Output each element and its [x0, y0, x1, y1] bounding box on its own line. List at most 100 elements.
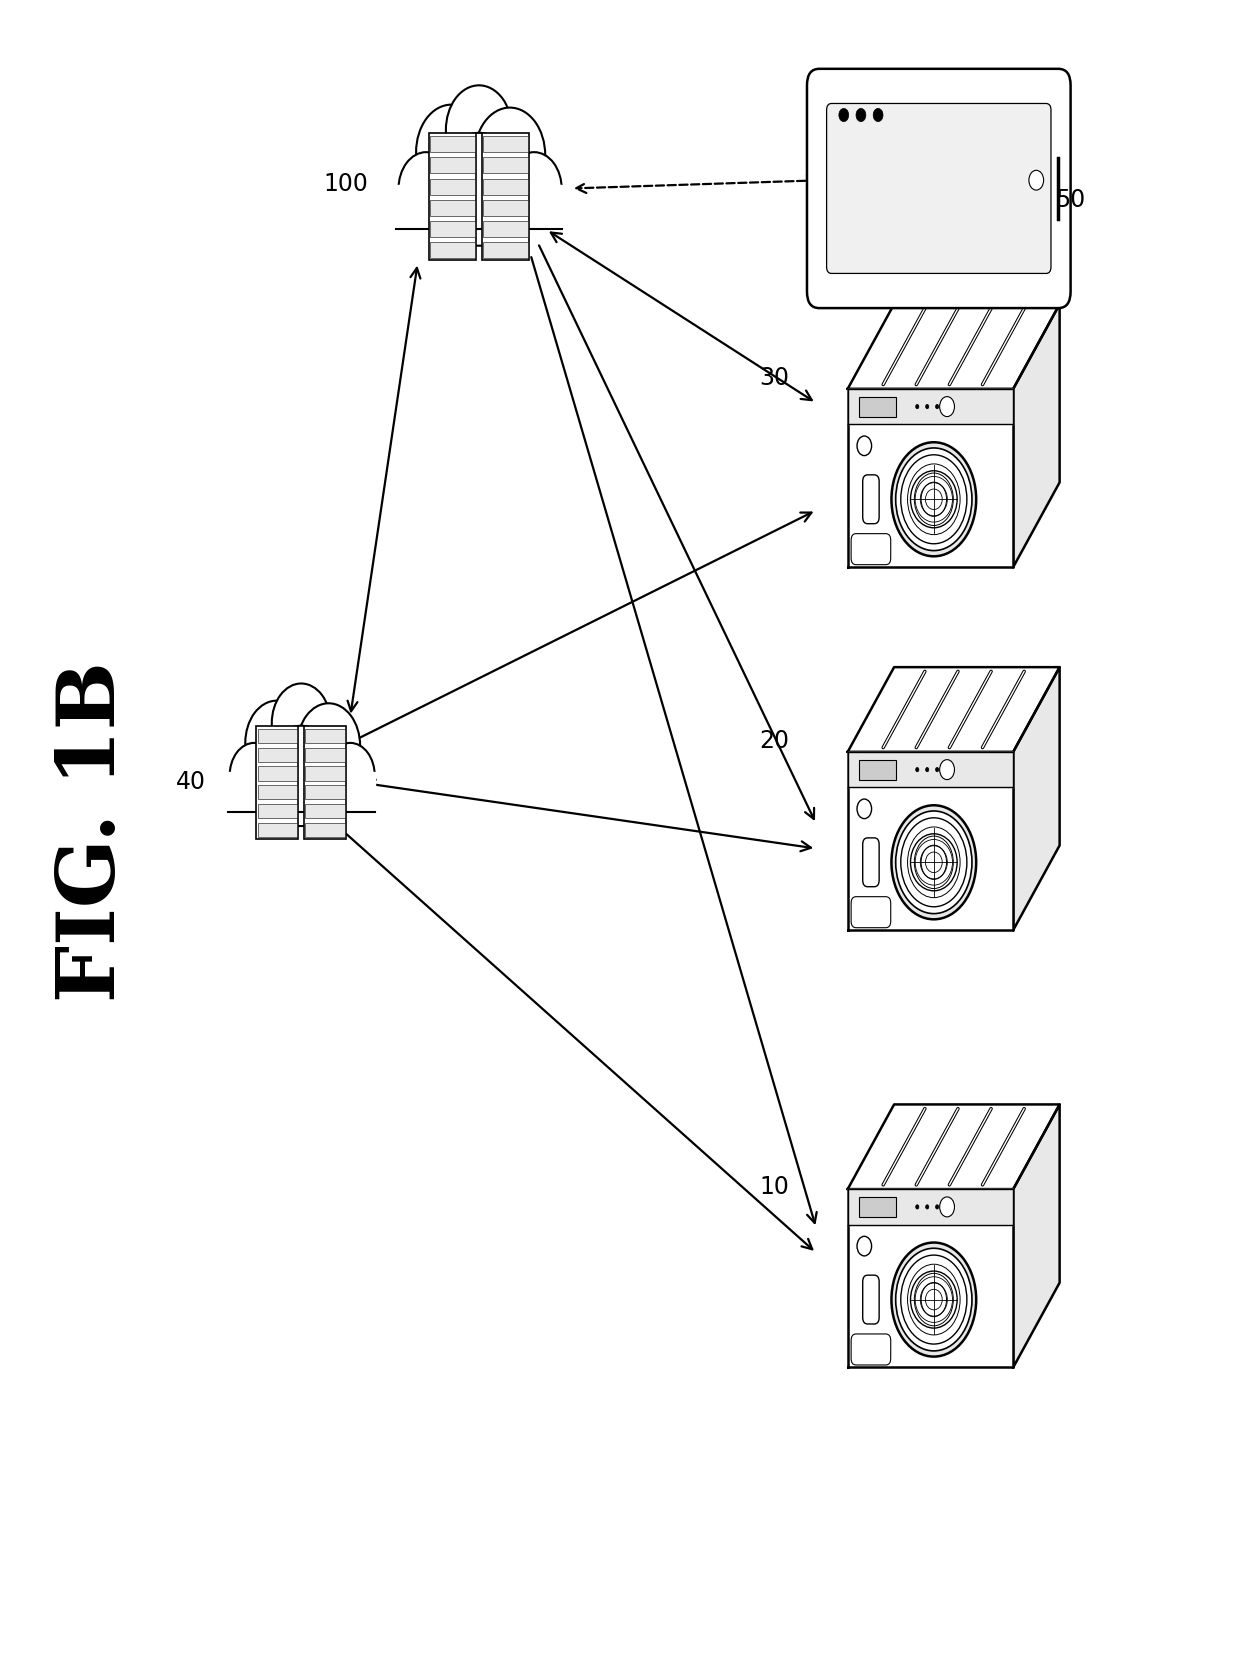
Polygon shape [1013, 305, 1060, 567]
Circle shape [940, 1196, 955, 1216]
Circle shape [436, 133, 521, 246]
FancyBboxPatch shape [807, 68, 1070, 308]
FancyBboxPatch shape [863, 839, 879, 887]
Bar [305, 804, 345, 819]
Bar [305, 767, 345, 780]
Bar [258, 767, 298, 780]
Bar [305, 824, 345, 837]
Circle shape [900, 817, 967, 907]
Polygon shape [848, 752, 1013, 930]
Bar [859, 398, 895, 416]
Bar [228, 772, 374, 812]
Circle shape [915, 1205, 919, 1210]
FancyBboxPatch shape [851, 1335, 890, 1364]
Circle shape [298, 704, 360, 787]
Circle shape [398, 151, 454, 226]
Circle shape [298, 704, 360, 787]
Circle shape [417, 105, 487, 200]
Circle shape [246, 701, 308, 785]
Circle shape [326, 742, 374, 809]
Circle shape [935, 404, 939, 409]
Polygon shape [848, 389, 1013, 567]
Polygon shape [848, 752, 1013, 787]
Circle shape [935, 1205, 939, 1210]
Circle shape [892, 1243, 976, 1356]
Bar [304, 726, 346, 839]
Bar [859, 760, 895, 780]
Ellipse shape [910, 1271, 957, 1328]
Circle shape [436, 133, 521, 246]
Polygon shape [848, 1190, 1013, 1225]
Circle shape [900, 1255, 967, 1345]
Bar [430, 158, 475, 173]
Circle shape [895, 810, 972, 914]
Circle shape [229, 742, 279, 809]
Bar [397, 185, 562, 230]
Text: 40: 40 [176, 770, 206, 794]
Circle shape [935, 767, 939, 772]
Circle shape [892, 443, 976, 556]
Circle shape [264, 726, 339, 825]
Bar [484, 178, 528, 195]
Text: 30: 30 [759, 366, 789, 391]
Bar [257, 726, 299, 839]
Circle shape [892, 805, 976, 919]
Bar [484, 221, 528, 236]
Circle shape [475, 108, 546, 203]
Circle shape [925, 404, 929, 409]
Bar [482, 133, 529, 260]
Text: 10: 10 [759, 1175, 789, 1198]
Text: 50: 50 [1055, 188, 1085, 211]
Polygon shape [848, 667, 1060, 752]
FancyBboxPatch shape [863, 1275, 879, 1325]
Bar [430, 200, 475, 216]
Circle shape [475, 108, 546, 203]
FancyBboxPatch shape [827, 103, 1052, 273]
Circle shape [857, 1236, 872, 1256]
Circle shape [272, 684, 331, 762]
Bar [430, 136, 475, 151]
Circle shape [895, 1248, 972, 1351]
Circle shape [272, 684, 331, 762]
FancyBboxPatch shape [851, 897, 890, 929]
Circle shape [1029, 170, 1044, 190]
Bar [484, 200, 528, 216]
Polygon shape [1013, 1105, 1060, 1368]
Bar [484, 136, 528, 151]
Circle shape [326, 742, 374, 809]
Circle shape [507, 151, 562, 226]
Ellipse shape [910, 834, 957, 890]
Polygon shape [848, 1105, 1060, 1190]
Circle shape [925, 767, 929, 772]
Bar [859, 1198, 895, 1216]
Circle shape [873, 108, 883, 121]
Circle shape [229, 742, 279, 809]
Polygon shape [848, 1190, 1013, 1368]
Bar [258, 824, 298, 837]
Bar [484, 158, 528, 173]
Polygon shape [1013, 667, 1060, 930]
Circle shape [857, 436, 872, 456]
Text: 100: 100 [324, 171, 368, 195]
Bar [305, 747, 345, 762]
Bar [258, 804, 298, 819]
Bar [484, 243, 528, 258]
Circle shape [417, 105, 487, 200]
Circle shape [895, 448, 972, 551]
Bar [258, 785, 298, 799]
Bar [305, 785, 345, 799]
Circle shape [446, 85, 512, 175]
Circle shape [857, 799, 872, 819]
Circle shape [264, 726, 339, 825]
Circle shape [900, 454, 967, 544]
Bar [305, 729, 345, 742]
Circle shape [915, 404, 919, 409]
Bar [258, 747, 298, 762]
Circle shape [940, 760, 955, 780]
Polygon shape [848, 389, 1013, 424]
Polygon shape [848, 305, 1060, 389]
Text: 20: 20 [759, 729, 789, 754]
Circle shape [246, 701, 308, 785]
Text: FIG. 1B: FIG. 1B [53, 662, 131, 1002]
Circle shape [507, 151, 562, 226]
